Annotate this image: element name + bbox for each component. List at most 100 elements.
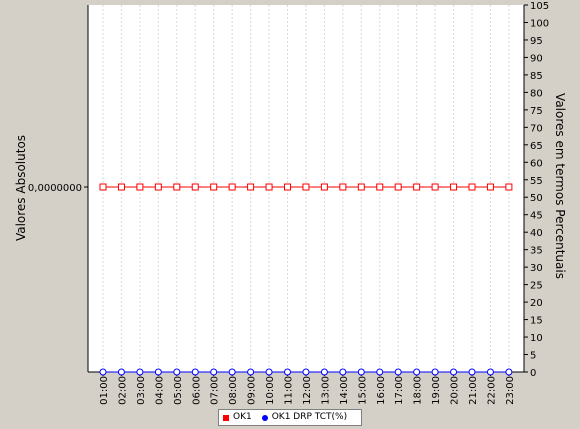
data-point-ok1 <box>117 183 125 191</box>
data-point-ok1 <box>99 183 107 191</box>
data-point-ok1 <box>284 183 291 191</box>
data-point-ok1-drp-tct <box>468 368 476 376</box>
series-ok1 <box>99 183 513 191</box>
y-axis-label-right: Valores em termos Percentuais <box>553 93 567 279</box>
x-tick-label: 08:00 <box>228 376 239 405</box>
data-point-ok1-drp-tct <box>265 368 273 376</box>
x-tick-label: 15:00 <box>357 376 368 405</box>
right-tick-label: 85 <box>530 71 543 82</box>
data-point-ok1 <box>210 183 218 191</box>
data-point-ok1 <box>450 183 458 191</box>
data-point-ok1-drp-tct <box>450 368 458 376</box>
data-point-ok1-drp-tct <box>117 368 125 376</box>
left-axis-ticks: 0,0000000 <box>28 183 88 194</box>
data-point-ok1-drp-tct <box>376 368 384 376</box>
x-tick-label: 21:00 <box>468 376 479 405</box>
data-point-ok1-drp-tct <box>247 368 255 376</box>
right-tick-label: 65 <box>530 141 543 152</box>
right-tick-label: 5 <box>530 351 536 362</box>
right-tick-label: 35 <box>530 246 543 257</box>
legend-swatch-ok1 <box>223 414 229 421</box>
x-tick-label: 11:00 <box>284 376 295 405</box>
right-tick-label: 30 <box>530 263 543 274</box>
data-point-ok1-drp-tct <box>210 368 218 376</box>
x-tick-label: 19:00 <box>431 376 442 405</box>
x-tick-label: 01:00 <box>99 376 110 405</box>
grid <box>102 5 510 372</box>
x-tick-label: 02:00 <box>117 376 128 405</box>
data-point-ok1 <box>265 183 273 191</box>
right-tick-label: 105 <box>530 1 549 12</box>
data-point-ok1 <box>339 183 347 191</box>
x-tick-label: 09:00 <box>247 376 258 405</box>
x-tick-label: 18:00 <box>413 376 424 405</box>
data-point-ok1 <box>228 183 236 191</box>
series-ok1-drp-tct <box>99 368 513 376</box>
legend-swatch-ok1-drp-tct <box>261 414 268 421</box>
data-point-ok1 <box>136 183 144 191</box>
data-point-ok1-drp-tct <box>173 368 181 376</box>
data-point-ok1-drp-tct <box>431 368 439 376</box>
data-point-ok1 <box>431 183 439 191</box>
right-tick-label: 20 <box>530 298 543 309</box>
x-tick-label: 03:00 <box>136 376 147 405</box>
right-tick-label: 0 <box>530 368 536 379</box>
right-tick-label: 50 <box>530 193 543 204</box>
data-point-ok1-drp-tct <box>339 368 347 376</box>
x-tick-label: 10:00 <box>265 376 276 405</box>
y-axis-label-left: Valores Absolutos <box>14 135 28 241</box>
x-tick-label: 14:00 <box>339 376 350 405</box>
data-point-ok1 <box>320 183 328 191</box>
data-point-ok1-drp-tct <box>228 368 236 376</box>
right-tick-label: 70 <box>530 123 543 134</box>
data-point-ok1-drp-tct <box>284 368 291 376</box>
data-point-ok1-drp-tct <box>394 368 402 376</box>
data-point-ok1 <box>302 183 310 191</box>
right-tick-label: 80 <box>530 88 543 99</box>
legend-label-ok1-drp-tct: OK1 DRP TCT(%) <box>271 412 348 422</box>
right-tick-label: 15 <box>530 316 543 327</box>
data-point-ok1 <box>357 183 365 191</box>
data-point-ok1 <box>154 183 162 191</box>
right-tick-label: 60 <box>530 158 543 169</box>
right-tick-label: 90 <box>530 53 543 64</box>
x-tick-label: 23:00 <box>505 376 516 405</box>
right-tick-label: 25 <box>530 281 543 292</box>
left-tick-label: 0,0000000 <box>28 183 82 194</box>
right-axis-ticks: 0 5 10 15 20 25 30 35 40 45 50 55 60 65 70 75 80 85 90 95 10… <box>524 1 549 379</box>
data-point-ok1-drp-tct <box>136 368 144 376</box>
data-point-ok1-drp-tct <box>99 368 107 376</box>
data-point-ok1-drp-tct <box>154 368 162 376</box>
right-tick-label: 75 <box>530 106 543 117</box>
data-point-ok1 <box>173 183 181 191</box>
data-point-ok1 <box>376 183 384 191</box>
right-tick-label: 55 <box>530 176 543 187</box>
data-point-ok1 <box>413 183 421 191</box>
x-axis-ticks: 01:00 02:00 03:00 04:00 05:00 06:00 07:00 08:00… <box>99 372 516 405</box>
data-point-ok1-drp-tct <box>320 368 328 376</box>
x-tick-label: 05:00 <box>173 376 184 405</box>
right-tick-label: 100 <box>530 18 549 29</box>
legend: OK1 OK1 DRP TCT(%) <box>218 409 362 426</box>
data-point-ok1-drp-tct <box>505 368 513 376</box>
data-point-ok1 <box>394 183 402 191</box>
right-tick-label: 45 <box>530 211 543 222</box>
legend-label-ok1: OK1 <box>233 412 252 422</box>
x-tick-label: 12:00 <box>302 376 313 405</box>
data-point-ok1 <box>505 183 513 191</box>
x-tick-label: 13:00 <box>320 376 331 405</box>
data-point-ok1-drp-tct <box>357 368 365 376</box>
x-tick-label: 22:00 <box>486 376 497 405</box>
right-tick-label: 95 <box>530 36 543 47</box>
right-tick-label: 40 <box>530 228 543 239</box>
data-point-ok1-drp-tct <box>413 368 421 376</box>
right-tick-label: 10 <box>530 333 543 344</box>
x-tick-label: 17:00 <box>394 376 405 405</box>
x-tick-label: 16:00 <box>376 376 387 405</box>
x-tick-label: 06:00 <box>191 376 202 405</box>
data-point-ok1-drp-tct <box>191 368 199 376</box>
x-tick-label: 20:00 <box>450 376 461 405</box>
x-tick-label: 07:00 <box>210 376 221 405</box>
x-tick-label: 04:00 <box>154 376 165 405</box>
